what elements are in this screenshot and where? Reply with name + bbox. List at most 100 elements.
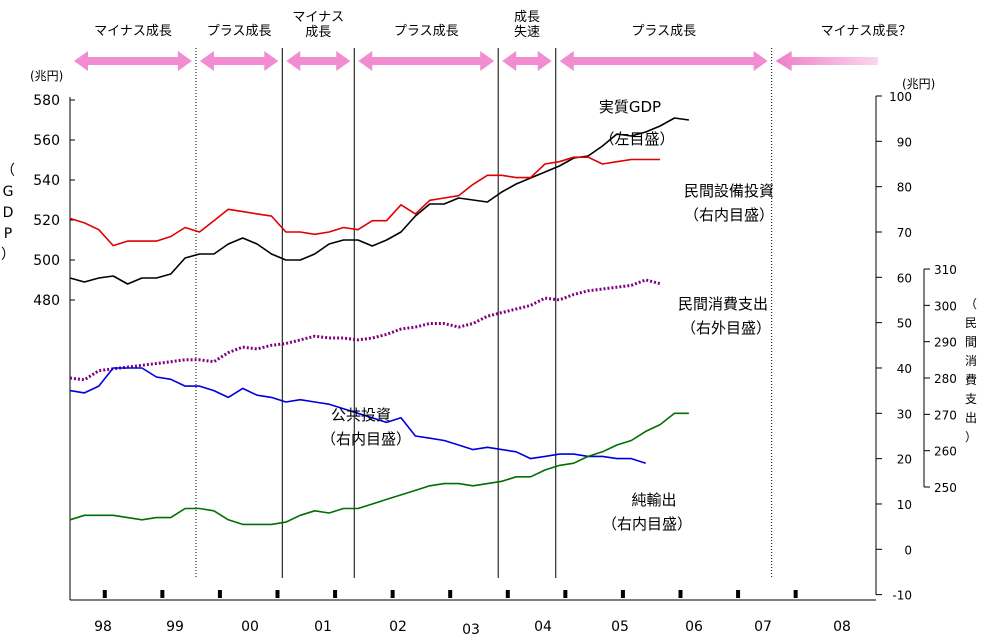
series-label-public: 公共投資 — [331, 406, 391, 424]
x-axis-tick-label: 98 — [94, 619, 112, 634]
phase-label: 成長 — [305, 25, 331, 40]
left-axis-label-char: D — [3, 205, 14, 221]
right-outer-axis-tick-label: 270 — [934, 408, 957, 422]
right-inner-axis-tick-label: 80 — [897, 181, 912, 195]
right-inner-axis-tick-label: 40 — [897, 362, 912, 376]
x-axis-tick-label: 08 — [833, 619, 851, 634]
right-inner-axis-tick-label: 70 — [897, 226, 912, 240]
x-axis-year-marker — [563, 590, 568, 598]
right-outer-axis-tick-label: 280 — [934, 372, 957, 386]
x-axis-tick-label: 01 — [314, 619, 332, 634]
x-axis-year-marker — [505, 590, 510, 598]
phase-arrow — [775, 51, 878, 71]
x-axis-year-marker — [217, 590, 222, 598]
phase-arrow — [74, 51, 192, 71]
series-labels: 実質GDP （左目盛） 民間設備投資 （右内目盛） 民間消費支出 （右外目盛） 公共投資 （右… — [321, 98, 774, 533]
right-outer-axis-tick-label: 290 — [934, 336, 957, 350]
x-axis-year-marker — [160, 590, 165, 598]
x-axis-year-marker — [390, 590, 395, 598]
right-inner-axis-tick-label: 90 — [897, 135, 912, 149]
series-label-consumption: 民間消費支出 — [678, 295, 768, 313]
phase-label: プラス成長 — [207, 24, 272, 39]
x-axis-year-marker — [678, 590, 683, 598]
phase-label: マイナス — [292, 10, 344, 25]
series-line-net_exports — [69, 412, 689, 526]
right-outer-axis-tick-label: 310 — [934, 263, 957, 277]
right-outer-axis-label-char: 支 — [965, 392, 977, 406]
right-inner-axis-tick-label: 100 — [889, 90, 912, 104]
right-outer-axis-label-char: 消 — [965, 354, 977, 368]
left-axis-unit: (兆円) — [30, 69, 63, 83]
series-label-capex: （右内目盛） — [684, 206, 774, 224]
series-label-gdp: （左目盛） — [599, 130, 674, 148]
right-inner-axis-tick-label: 0 — [904, 543, 912, 557]
x-axis-year-marker — [793, 590, 798, 598]
right-inner-axis-tick-label: 30 — [897, 407, 912, 421]
phase-arrow — [502, 51, 552, 71]
x-axis-tick-label: 03 — [462, 622, 480, 634]
phase-arrow — [358, 51, 495, 71]
right-outer-axis-tick-label: 250 — [934, 481, 957, 495]
series-label-gdp: 実質GDP — [599, 98, 661, 116]
x-axis-tick-label: 00 — [241, 619, 259, 634]
phase-arrow — [286, 51, 351, 71]
left-axis-tick-label: 480 — [33, 293, 60, 309]
phase-label: 成長 — [514, 10, 540, 25]
series-label-public: （右内目盛） — [321, 430, 411, 448]
phase-label: マイナス成長 — [94, 24, 172, 39]
phase-label: プラス成長 — [394, 24, 459, 39]
left-axis-tick-label: 500 — [33, 253, 60, 269]
left-axis-label-char: P — [4, 226, 12, 242]
left-axis-label-char: （ — [1, 163, 15, 179]
x-axis-tick-label: 05 — [611, 619, 629, 634]
right-outer-axis-label-char: 間 — [965, 335, 977, 349]
phase-label: マイナス成長？ — [821, 24, 912, 39]
series-lines — [69, 117, 690, 526]
right-inner-axis-tick-label: 20 — [897, 453, 912, 467]
x-axis-tick-label: 06 — [685, 619, 703, 634]
phase-label: 失速 — [514, 25, 540, 40]
series-line-public — [69, 367, 646, 464]
x-axis-year-marker — [333, 590, 338, 598]
x-axis-year-marker — [448, 590, 453, 598]
x-axis-year-marker — [275, 590, 280, 598]
x-axis-year-marker — [620, 590, 625, 598]
left-axis-label-char: ） — [1, 247, 15, 263]
right-outer-axis-tick-label: 260 — [934, 445, 957, 459]
right-inner-axis-tick-label: 60 — [897, 271, 912, 285]
right-outer-axis-label-char: （ — [965, 297, 977, 311]
x-axis-year-marker — [736, 590, 741, 598]
right-inner-axis-tick-label: 50 — [897, 317, 912, 331]
series-label-net_exports: 純輸出 — [631, 491, 676, 509]
series-line-capex — [69, 156, 661, 247]
right-inner-axis-unit: (兆円) — [902, 77, 935, 91]
series-label-consumption: （右外目盛） — [681, 319, 771, 337]
series-label-capex: 民間設備投資 — [684, 182, 774, 200]
left-axis-label-char: G — [3, 184, 14, 200]
x-axis-tick-label: 07 — [754, 619, 772, 634]
right-inner-axis-tick-label: 10 — [897, 498, 912, 512]
x-axis-tick-label: 99 — [166, 619, 184, 634]
right-outer-axis-label-char: ） — [965, 430, 977, 444]
x-axis-tick-label: 04 — [534, 619, 552, 634]
x-axis-year-marker — [102, 590, 107, 598]
left-axis-tick-label: 560 — [33, 133, 60, 149]
left-axis-tick-label: 540 — [33, 173, 60, 189]
right-inner-axis-tick-label: -10 — [892, 589, 912, 603]
x-axis-tick-label: 02 — [389, 619, 407, 634]
phase-arrow — [199, 51, 279, 71]
phase-label: プラス成長 — [631, 24, 696, 39]
right-outer-axis-label-char: 費 — [965, 372, 977, 387]
right-outer-axis-label-char: 民 — [965, 316, 977, 330]
right-outer-axis-tick-label: 300 — [934, 299, 957, 313]
series-line-gdp — [69, 117, 690, 285]
series-label-net_exports: （右内目盛） — [602, 515, 692, 533]
right-outer-axis-label-char: 出 — [965, 411, 977, 425]
left-axis-tick-label: 520 — [33, 213, 60, 229]
left-axis-tick-label: 580 — [33, 93, 60, 109]
phase-arrow — [559, 51, 768, 71]
series-line-consumption — [69, 278, 661, 382]
